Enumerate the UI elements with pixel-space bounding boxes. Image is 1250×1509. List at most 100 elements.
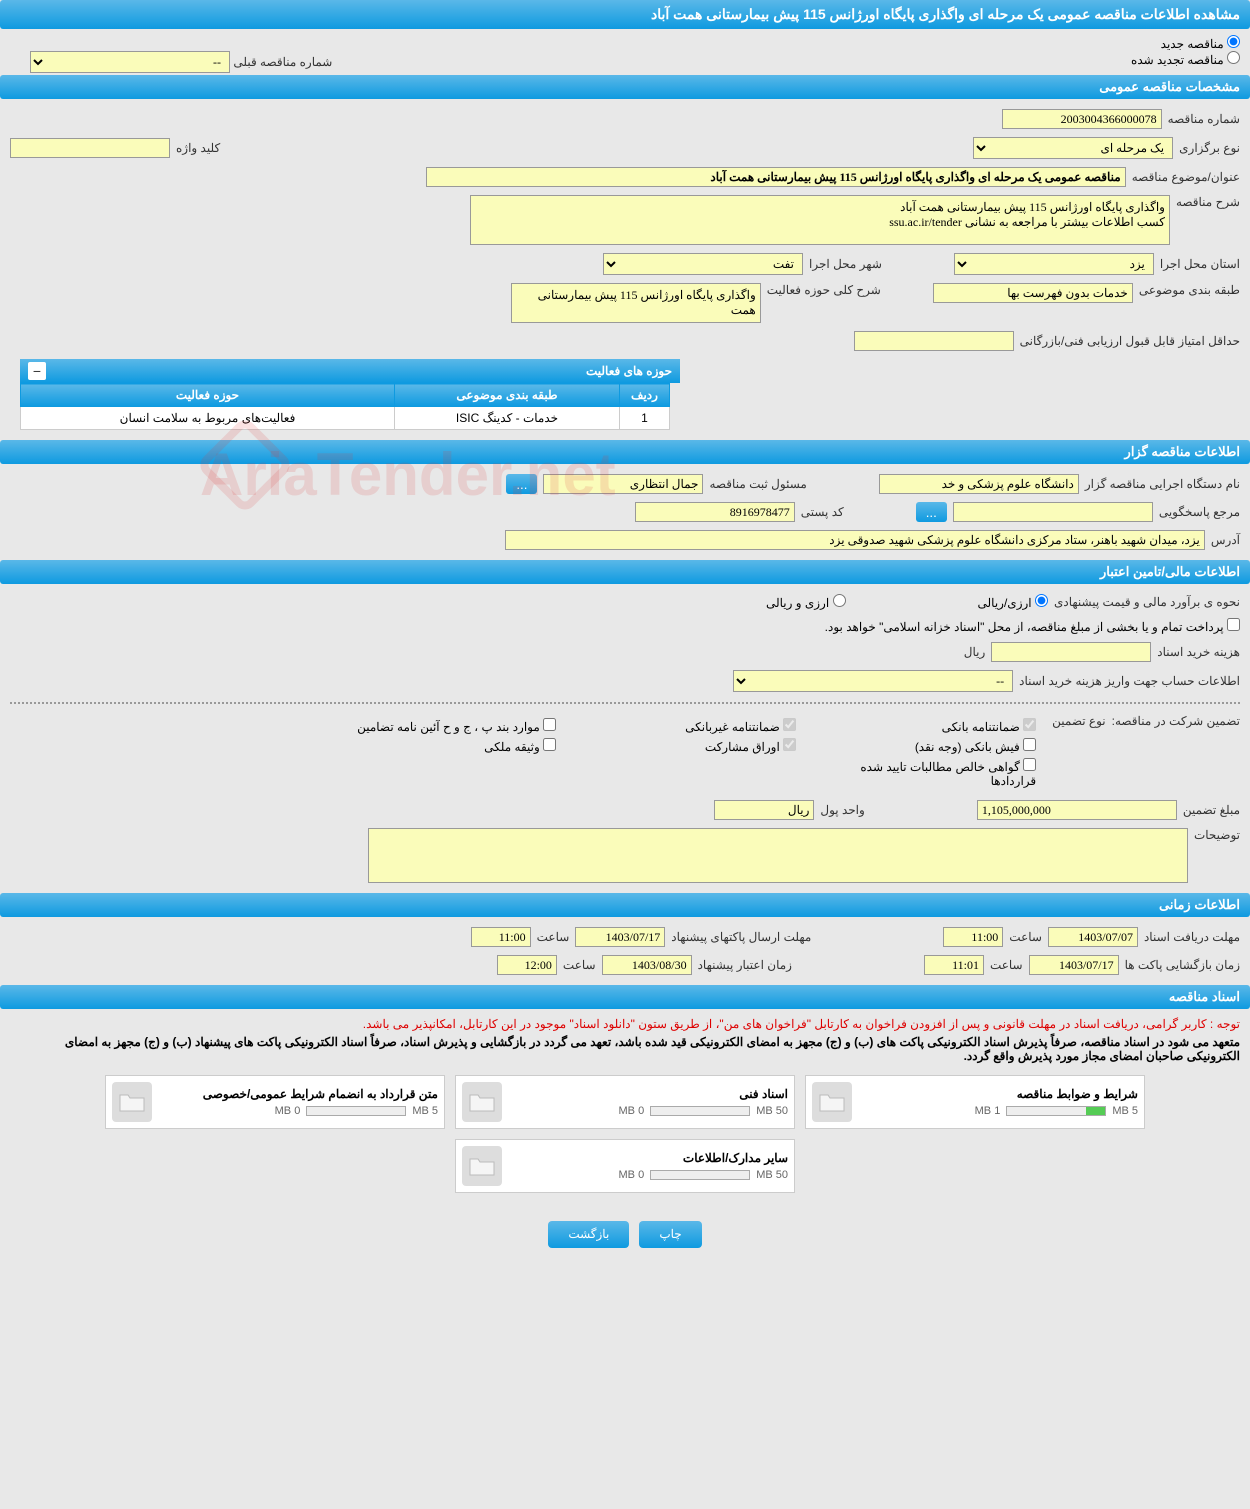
validity-date[interactable] bbox=[602, 955, 692, 975]
responder-input[interactable] bbox=[953, 502, 1153, 522]
minimize-button[interactable]: − bbox=[28, 362, 46, 380]
tender-no-input[interactable] bbox=[1002, 109, 1162, 129]
gt-nonbank[interactable]: ضمانتنامه غیربانکی bbox=[576, 718, 796, 734]
exec-input[interactable] bbox=[879, 474, 1079, 494]
validity-label: زمان اعتبار پیشنهاد bbox=[698, 958, 792, 972]
description-textarea[interactable] bbox=[470, 195, 1170, 245]
description-label: شرح مناقصه bbox=[1176, 195, 1240, 209]
province-label: استان محل اجرا bbox=[1160, 257, 1240, 271]
section-header-general: مشخصات مناقصه عمومی bbox=[0, 75, 1250, 99]
section-header-timing: اطلاعات زمانی bbox=[0, 893, 1250, 917]
radio-renewed-tender[interactable]: مناقصه تجدید شده bbox=[1131, 53, 1240, 67]
payment-note-check[interactable]: پرداخت تمام و یا بخشی از مبلغ مناقصه، از… bbox=[825, 618, 1240, 634]
city-select[interactable]: تفت bbox=[603, 253, 803, 275]
doc-cards-container: شرایط و ضوابط مناقصه 5 MB 1 MB اسناد فنی… bbox=[0, 1065, 1250, 1203]
opt-rial[interactable]: ارزی/ریالی bbox=[978, 594, 1048, 610]
financial-section: نحوه ی برآورد مالی و قیمت پیشنهادی ارزی/… bbox=[0, 586, 1250, 891]
gt-receipt[interactable]: فیش بانکی (وجه نقد) bbox=[816, 738, 1036, 754]
radio-new-tender[interactable]: مناقصه جدید bbox=[1161, 37, 1240, 51]
keyword-input[interactable] bbox=[10, 138, 170, 158]
prev-tender-label: شماره مناقصه قبلی bbox=[233, 55, 332, 69]
doc-card-title: متن قرارداد به انضمام شرایط عمومی/خصوصی bbox=[160, 1087, 438, 1101]
doc-card[interactable]: متن قرارداد به انضمام شرایط عمومی/خصوصی … bbox=[105, 1075, 445, 1129]
page-container: AriaTender.net مشاهده اطلاعات مناقصه عمو… bbox=[0, 0, 1250, 1262]
payment-note: پرداخت تمام و یا بخشی از مبلغ مناقصه، از… bbox=[825, 620, 1224, 634]
activity-scope-textarea[interactable] bbox=[511, 283, 761, 323]
exec-label: نام دستگاه اجرایی مناقصه گزار bbox=[1085, 477, 1240, 491]
packet-deadline-time[interactable] bbox=[471, 927, 531, 947]
th-category: طبقه بندی موضوعی bbox=[394, 384, 619, 407]
currency-unit-label: واحد پول bbox=[820, 803, 864, 817]
folder-icon bbox=[462, 1082, 502, 1122]
doc-deadline-date[interactable] bbox=[1048, 927, 1138, 947]
timing-section: مهلت دریافت اسناد ساعت مهلت ارسال پاکتها… bbox=[0, 919, 1250, 983]
gt-regulation[interactable]: موارد بند پ ، ج و ح آئین نامه تضامین bbox=[336, 718, 556, 734]
notes-label: توضیحات bbox=[1194, 828, 1240, 842]
print-button[interactable]: چاپ bbox=[639, 1221, 701, 1248]
doc-card-title: سایر مدارک/اطلاعات bbox=[510, 1151, 788, 1165]
doc-deadline-time[interactable] bbox=[943, 927, 1003, 947]
notice-red: توجه : کاربر گرامی، دریافت اسناد در مهلت… bbox=[0, 1015, 1250, 1033]
address-input[interactable] bbox=[505, 530, 1205, 550]
opening-date[interactable] bbox=[1029, 955, 1119, 975]
gt-claims[interactable]: گواهی خالص مطالبات تایید شده قراردادها bbox=[816, 758, 1036, 788]
responder-more-button[interactable]: ... bbox=[916, 502, 947, 522]
packet-deadline-date[interactable] bbox=[575, 927, 665, 947]
notes-textarea[interactable] bbox=[368, 828, 1188, 883]
radio-renewed-label: مناقصه تجدید شده bbox=[1131, 53, 1224, 67]
min-score-label: حداقل امتیاز قابل قبول ارزیابی فنی/بازرگ… bbox=[1020, 334, 1240, 348]
page-title: مشاهده اطلاعات مناقصه عمومی یک مرحله ای … bbox=[0, 0, 1250, 29]
account-select[interactable]: -- bbox=[733, 670, 1013, 692]
doc-card[interactable]: شرایط و ضوابط مناقصه 5 MB 1 MB bbox=[805, 1075, 1145, 1129]
opt-currency[interactable]: ارزی و ریالی bbox=[766, 594, 846, 610]
gt-participation[interactable]: اوراق مشارکت bbox=[576, 738, 796, 754]
folder-icon bbox=[462, 1146, 502, 1186]
packet-deadline-label: مهلت ارسال پاکتهای پیشنهاد bbox=[671, 930, 811, 944]
account-label: اطلاعات حساب جهت واریز هزینه خرید اسناد bbox=[1019, 674, 1240, 688]
doc-cost-input[interactable] bbox=[991, 642, 1151, 662]
category-input[interactable] bbox=[933, 283, 1133, 303]
currency-unit-input[interactable] bbox=[714, 800, 814, 820]
guarantee-amount-input[interactable] bbox=[977, 800, 1177, 820]
folder-icon bbox=[812, 1082, 852, 1122]
section-header-organizer: اطلاعات مناقصه گزار bbox=[0, 440, 1250, 464]
subject-label: عنوان/موضوع مناقصه bbox=[1132, 170, 1240, 184]
separator bbox=[10, 702, 1240, 704]
postal-input[interactable] bbox=[635, 502, 795, 522]
doc-card[interactable]: سایر مدارک/اطلاعات 50 MB 0 MB bbox=[455, 1139, 795, 1193]
guarantee-type-label: نوع تضمین bbox=[1052, 714, 1105, 728]
responder-label: مرجع پاسخگویی bbox=[1159, 505, 1240, 519]
documents-section: توجه : کاربر گرامی، دریافت اسناد در مهلت… bbox=[0, 1011, 1250, 1207]
opening-time[interactable] bbox=[924, 955, 984, 975]
organizer-section: نام دستگاه اجرایی مناقصه گزار مسئول ثبت … bbox=[0, 466, 1250, 558]
activity-table-title: حوزه های فعالیت bbox=[586, 364, 672, 378]
doc-card[interactable]: اسناد فنی 50 MB 0 MB bbox=[455, 1075, 795, 1129]
gt-property[interactable]: وثیقه ملکی bbox=[336, 738, 556, 754]
table-row: 1خدمات - کدینگ ISICفعالیت‌های مربوط به س… bbox=[21, 407, 670, 430]
keyword-label: کلید واژه bbox=[176, 141, 220, 155]
th-row: ردیف bbox=[620, 384, 670, 407]
registrar-input[interactable] bbox=[543, 474, 703, 494]
tender-no-label: شماره مناقصه bbox=[1168, 112, 1240, 126]
gt-bank[interactable]: ضمانتنامه بانکی bbox=[816, 718, 1036, 734]
doc-cost-label: هزینه خرید اسناد bbox=[1157, 645, 1240, 659]
guarantee-amount-label: مبلغ تضمین bbox=[1183, 803, 1240, 817]
subject-input[interactable] bbox=[426, 167, 1126, 187]
province-select[interactable]: یزد bbox=[954, 253, 1154, 275]
category-label: طبقه بندی موضوعی bbox=[1139, 283, 1240, 297]
opening-label: زمان بازگشایی پاکت ها bbox=[1125, 958, 1240, 972]
more-button[interactable]: ... bbox=[506, 474, 537, 494]
validity-time[interactable] bbox=[497, 955, 557, 975]
holding-type-select[interactable]: یک مرحله ای bbox=[973, 137, 1173, 159]
city-label: شهر محل اجرا bbox=[809, 257, 882, 271]
activity-table: ردیف طبقه بندی موضوعی حوزه فعالیت 1خدمات… bbox=[20, 383, 670, 430]
prev-tender-select[interactable]: -- bbox=[30, 51, 230, 73]
activity-table-caption: حوزه های فعالیت − bbox=[20, 359, 680, 383]
notice-black: متعهد می شود در اسناد مناقصه، صرفاً پذیر… bbox=[0, 1033, 1250, 1065]
min-score-input[interactable] bbox=[854, 331, 1014, 351]
doc-card-title: شرایط و ضوابط مناقصه bbox=[860, 1087, 1138, 1101]
back-button[interactable]: بازگشت bbox=[548, 1221, 629, 1248]
doc-cost-unit: ریال bbox=[964, 645, 986, 659]
registrar-label: مسئول ثبت مناقصه bbox=[709, 477, 806, 491]
address-label: آدرس bbox=[1211, 533, 1240, 547]
